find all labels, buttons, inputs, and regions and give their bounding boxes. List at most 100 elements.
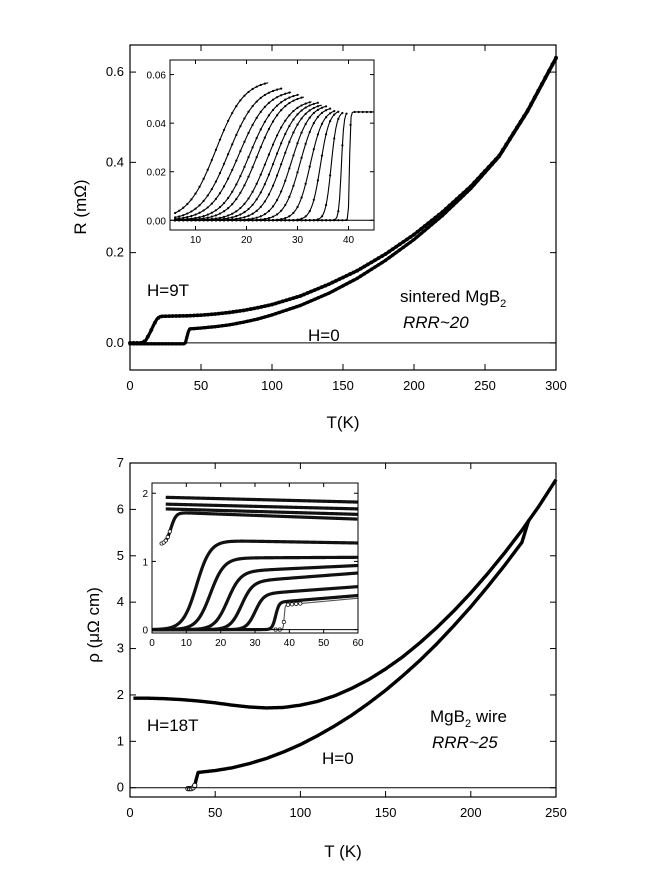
top-series-9T-marker: [337, 277, 342, 282]
top-inset-marker: [259, 128, 262, 131]
bottom-sample-subscript: 2: [465, 718, 471, 730]
top-inset-marker: [288, 140, 291, 144]
top-series-0T-marker: [493, 158, 498, 163]
top-inset-marker: [239, 125, 242, 128]
top-inset-marker: [284, 92, 287, 95]
top-inset-marker: [251, 166, 254, 169]
top-series-0T-marker: [451, 203, 455, 208]
top-inset-marker: [222, 185, 226, 188]
top-inset-marker: [227, 177, 230, 180]
top-series-9T-marker: [202, 312, 207, 317]
top-inset-marker: [263, 120, 266, 123]
top-series-0T-marker: [508, 137, 512, 142]
top-inset-marker: [308, 165, 311, 168]
top-inset-marker: [324, 203, 328, 207]
top-inset-marker: [255, 209, 258, 212]
top-inset-marker: [235, 133, 238, 137]
top-series-0T-marker: [387, 256, 391, 260]
top-series-9T-marker: [348, 272, 352, 276]
top-inset-marker: [296, 97, 299, 101]
top-series-9T-marker: [238, 309, 242, 313]
top-series-0T-marker: [543, 76, 548, 81]
top-inset-marker: [300, 96, 303, 99]
top-inset-marker: [333, 110, 336, 113]
top-inset-marker: [206, 168, 209, 171]
top-series-0T-marker: [412, 237, 416, 242]
top-inset-marker: [210, 158, 213, 162]
top-inset-axes: 10 20 30 40 0.00 0.02 0.04 0.06: [147, 60, 374, 246]
top-inset-marker: [271, 89, 275, 93]
top-inset-marker: [227, 153, 230, 156]
top-inset-marker: [292, 184, 295, 187]
top-series-0T-marker: [213, 324, 217, 329]
top-inset-marker: [312, 102, 315, 105]
top-inset-marker: [267, 153, 271, 156]
top-inset-marker: [263, 163, 266, 166]
bottom-y-tick-label: 4: [117, 594, 124, 609]
top-inset-x-tick-label: 40: [343, 235, 355, 246]
top-series-0T-marker: [536, 89, 540, 94]
bottom-inset-marker: [163, 538, 168, 543]
top-series-9T-marker: [199, 313, 203, 318]
top-series-9T-marker: [223, 310, 228, 315]
top-inset-y-tick-label: 0.06: [147, 71, 167, 82]
top-inset-marker: [178, 217, 181, 220]
top-series-9T-marker: [319, 285, 324, 290]
top-inset-marker: [263, 200, 266, 203]
top-inset-marker: [218, 206, 222, 209]
top-inset-marker: [214, 148, 217, 151]
bottom-inset-curve: [161, 511, 358, 546]
top-series-9T-marker: [259, 305, 264, 309]
top-series-9T-marker: [394, 244, 399, 249]
top-series-0T-marker: [540, 83, 544, 87]
top-inset-marker: [288, 91, 291, 94]
top-series-0T-marker: [522, 115, 526, 119]
top-series-0T-marker: [408, 240, 413, 244]
top-inset-marker: [300, 104, 303, 107]
top-inset-marker: [308, 101, 311, 104]
top-series-0T-marker: [316, 296, 320, 300]
top-inset-marker: [280, 218, 283, 221]
top-inset-marker: [194, 213, 197, 216]
top-inset-marker: [280, 101, 283, 104]
top-series-9T-marker: [188, 313, 193, 318]
top-series-0T-marker: [419, 231, 423, 236]
top-inset-marker: [178, 209, 181, 212]
top-inset-marker: [267, 209, 271, 213]
top-inset-marker: [263, 136, 266, 139]
top-series-0T-marker: [476, 178, 480, 183]
top-inset-marker: [239, 99, 242, 102]
top-series-0T-marker: [195, 326, 200, 331]
top-series-9T-marker: [426, 221, 431, 226]
top-inset-marker: [194, 216, 197, 220]
top-inset-marker: [288, 195, 291, 198]
top-inset-marker: [259, 96, 262, 99]
top-inset-marker: [324, 105, 328, 108]
top-series-0T-marker: [284, 308, 288, 312]
top-series-9T-marker: [305, 291, 310, 295]
top-sample-label: sintered MgB2: [400, 287, 506, 310]
top-series-0T-marker: [458, 196, 462, 201]
top-inset-marker: [312, 148, 315, 151]
bottom-x-tick-label: 150: [375, 805, 397, 820]
top-inset-marker: [222, 162, 226, 165]
top-series-9T-marker: [277, 300, 281, 305]
top-y-tick-label: 0.0: [106, 335, 124, 350]
top-series-9T-marker: [145, 334, 150, 339]
top-inset-marker: [284, 217, 287, 220]
top-inset-marker: [235, 159, 238, 162]
top-series-0T-marker: [302, 302, 306, 306]
bottom-inset-panel: 0 10 20 30 40 50 60 0 1 2: [142, 482, 364, 649]
top-field-zero-label: H=0: [308, 326, 340, 345]
top-inset-marker: [198, 185, 201, 188]
top-inset-marker: [210, 187, 213, 191]
top-series-0T-marker: [270, 313, 274, 317]
top-inset-marker: [267, 193, 271, 196]
top-inset-marker: [288, 124, 291, 128]
top-series-0T-marker: [185, 335, 189, 340]
top-series-0T-marker: [465, 190, 469, 194]
top-inset-marker: [276, 213, 279, 216]
top-inset-x-tick-label: 20: [241, 235, 253, 246]
top-inset-marker: [239, 150, 242, 153]
